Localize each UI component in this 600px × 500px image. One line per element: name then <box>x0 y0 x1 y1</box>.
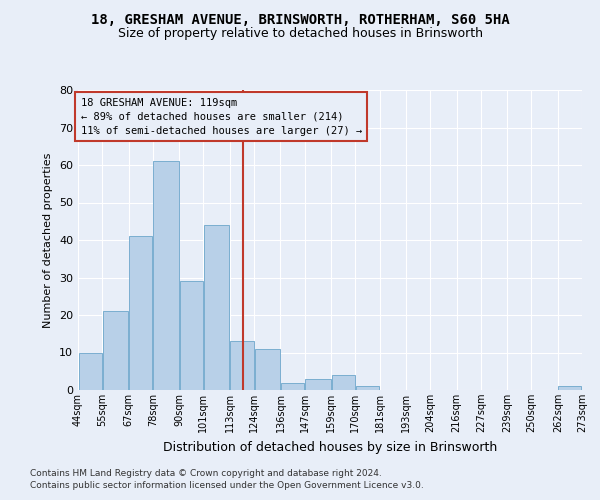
Bar <box>180 281 203 390</box>
Bar <box>204 225 229 390</box>
Bar <box>79 352 101 390</box>
Bar <box>305 379 331 390</box>
Bar <box>103 311 128 390</box>
Bar <box>356 386 379 390</box>
Bar <box>281 382 304 390</box>
Bar <box>129 236 152 390</box>
Bar <box>559 386 581 390</box>
Text: Contains public sector information licensed under the Open Government Licence v3: Contains public sector information licen… <box>30 481 424 490</box>
Bar <box>230 341 254 390</box>
Bar <box>254 349 280 390</box>
Text: 18 GRESHAM AVENUE: 119sqm
← 89% of detached houses are smaller (214)
11% of semi: 18 GRESHAM AVENUE: 119sqm ← 89% of detac… <box>80 98 362 136</box>
Text: 18, GRESHAM AVENUE, BRINSWORTH, ROTHERHAM, S60 5HA: 18, GRESHAM AVENUE, BRINSWORTH, ROTHERHA… <box>91 12 509 26</box>
Bar <box>332 375 355 390</box>
Text: Distribution of detached houses by size in Brinsworth: Distribution of detached houses by size … <box>163 441 497 454</box>
Bar <box>154 161 179 390</box>
Text: Contains HM Land Registry data © Crown copyright and database right 2024.: Contains HM Land Registry data © Crown c… <box>30 468 382 477</box>
Text: Size of property relative to detached houses in Brinsworth: Size of property relative to detached ho… <box>118 28 482 40</box>
Y-axis label: Number of detached properties: Number of detached properties <box>43 152 53 328</box>
